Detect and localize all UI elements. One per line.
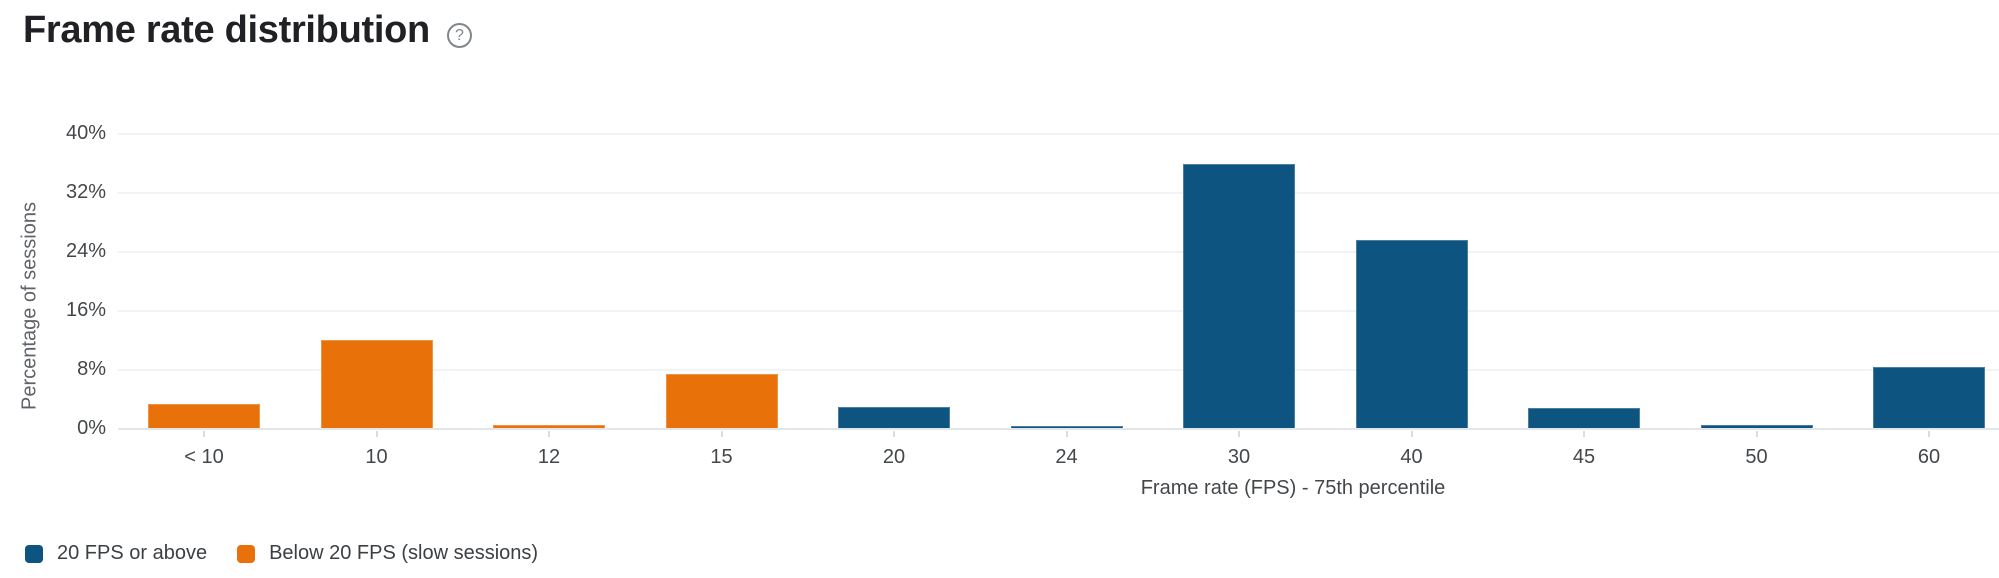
card-header: Frame rate distribution ? — [23, 6, 472, 54]
gridline-16 — [118, 310, 1999, 312]
gridline-8 — [118, 369, 1999, 371]
x-tick-label-60: 60 — [1917, 446, 1941, 468]
y-tick-label-16: 16% — [65, 299, 106, 321]
help-icon[interactable]: ? — [446, 23, 472, 48]
x-tick-label-20: 20 — [882, 446, 906, 468]
x-tick-label-30: 30 — [1227, 446, 1251, 468]
bar-60[interactable] — [1873, 367, 1985, 429]
legend-label: 20 FPS or above — [57, 542, 208, 564]
bar-50[interactable] — [1700, 425, 1813, 429]
x-tick-label-50: 50 — [1745, 446, 1768, 468]
plot-area: 0% 8% 16% 24% 32% 40% < 10 10 12 15 20 24 30 40 45 50 60 — [66, 122, 1999, 468]
y-tick-label-0: 0% — [77, 417, 106, 439]
x-tick-mark — [375, 431, 378, 437]
legend-label: Below 20 FPS (slow sessions) — [269, 542, 539, 564]
y-tick-label-8: 8% — [77, 358, 106, 380]
x-tick-label-10: 10 — [365, 446, 388, 468]
bar-20[interactable] — [838, 406, 950, 429]
legend-swatch-icon — [25, 544, 43, 563]
gridline-40 — [118, 133, 1999, 135]
legend-item: Below 20 FPS (slow sessions) — [237, 542, 538, 565]
bar-30[interactable] — [1183, 163, 1295, 429]
bar-24[interactable] — [1010, 426, 1123, 429]
x-tick-mark — [203, 431, 205, 437]
y-tick-label-24: 24% — [65, 240, 106, 262]
bar-40[interactable] — [1355, 240, 1468, 429]
chart-title: Frame rate distribution — [23, 9, 430, 51]
x-axis-title: Frame rate (FPS) - 75th percentile — [1140, 477, 1446, 499]
x-tick-mark — [1755, 431, 1758, 437]
x-tick-mark — [1238, 431, 1240, 437]
x-tick-mark — [720, 431, 723, 437]
gridline-32 — [118, 192, 1999, 194]
bar-12[interactable] — [493, 424, 605, 429]
x-tick-mark — [1583, 431, 1585, 437]
x-tick-label-lt-10: < 10 — [184, 446, 224, 468]
bar-lt-10[interactable] — [148, 403, 260, 429]
x-tick-mark — [1928, 431, 1930, 437]
y-tick-label-40: 40% — [65, 122, 106, 144]
x-tick-label-15: 15 — [710, 446, 733, 468]
x-tick-mark — [1065, 431, 1068, 437]
bar-45[interactable] — [1528, 408, 1640, 429]
x-tick-label-40: 40 — [1400, 446, 1423, 468]
y-tick-label-32: 32% — [65, 181, 106, 203]
bar-15[interactable] — [665, 374, 778, 429]
legend-swatch-icon — [237, 544, 256, 563]
legend-item: 20 FPS or above — [25, 542, 207, 565]
x-axis-line — [118, 428, 1999, 430]
x-tick-label-12: 12 — [537, 446, 561, 468]
x-tick-mark — [548, 431, 550, 437]
bar-10[interactable] — [320, 339, 433, 429]
x-tick-mark — [1410, 431, 1413, 437]
x-tick-mark — [893, 431, 895, 437]
legend: 20 FPS or above Below 20 FPS (slow sessio… — [25, 542, 538, 565]
x-tick-label-45: 45 — [1572, 446, 1596, 468]
gridline-24 — [118, 251, 1999, 253]
x-tick-label-24: 24 — [1055, 446, 1078, 468]
